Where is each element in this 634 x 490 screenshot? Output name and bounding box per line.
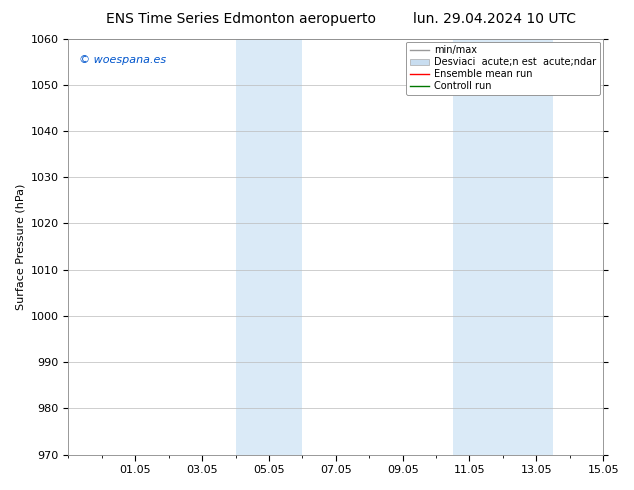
Bar <box>453 39 503 455</box>
Bar <box>503 39 553 455</box>
Text: lun. 29.04.2024 10 UTC: lun. 29.04.2024 10 UTC <box>413 12 576 26</box>
Text: ENS Time Series Edmonton aeropuerto: ENS Time Series Edmonton aeropuerto <box>106 12 376 26</box>
Legend: min/max, Desviaci  acute;n est  acute;ndar, Ensemble mean run, Controll run: min/max, Desviaci acute;n est acute;ndar… <box>406 42 600 95</box>
Y-axis label: Surface Pressure (hPa): Surface Pressure (hPa) <box>15 183 25 310</box>
Bar <box>235 39 302 455</box>
Text: © woespana.es: © woespana.es <box>79 55 166 65</box>
